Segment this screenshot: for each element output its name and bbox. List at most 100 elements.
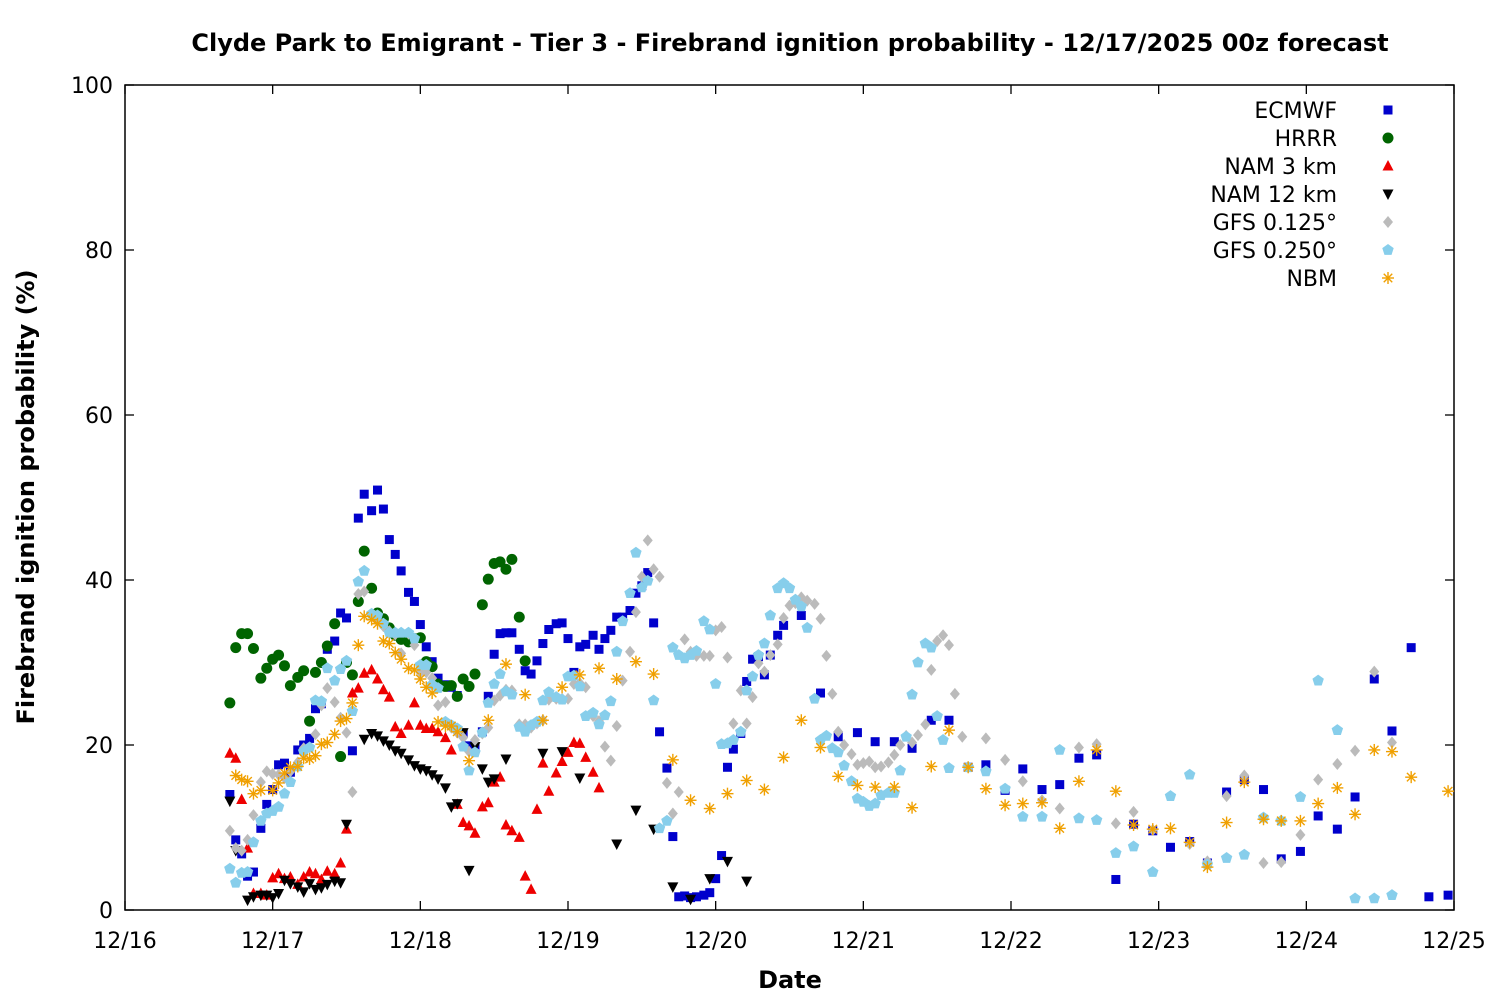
data-point-hrrr — [329, 618, 341, 630]
data-point-ecmwf — [409, 596, 419, 606]
data-point-ecmwf — [520, 666, 530, 676]
data-point-ecmwf — [575, 642, 585, 652]
data-point-gfs-0-250 — [845, 775, 858, 787]
data-point-ecmwf — [711, 874, 721, 884]
data-point-nam-12-km — [395, 748, 407, 760]
data-point-nam-12-km — [267, 893, 279, 904]
x-tick-label: 12/21 — [832, 929, 895, 954]
data-point-nam-3-km — [273, 867, 285, 879]
data-point-nam-3-km — [267, 871, 279, 883]
data-point-ecmwf — [336, 608, 346, 618]
data-point-hrrr — [335, 751, 347, 763]
data-point-gfs-0-250 — [912, 656, 924, 668]
data-point-nbm — [1405, 771, 1418, 784]
x-tick-label: 12/20 — [684, 929, 747, 954]
data-point-nbm — [1257, 813, 1270, 826]
data-point-nam-12-km — [377, 736, 389, 747]
data-point-gfs-0-125 — [957, 730, 968, 743]
data-point-nam-12-km — [304, 879, 316, 890]
data-point-nbm — [814, 741, 827, 754]
data-point-gfs-0-250 — [937, 734, 949, 745]
data-point-ecmwf — [1259, 785, 1269, 795]
data-point-nam-3-km — [377, 683, 389, 695]
data-point-hrrr — [519, 655, 531, 667]
data-point-nbm — [610, 673, 623, 685]
data-point-gfs-0-250 — [661, 814, 673, 826]
data-point-ecmwf — [600, 634, 610, 644]
data-point-ecmwf — [378, 504, 388, 514]
data-point-gfs-0-250 — [593, 718, 605, 730]
data-point-gfs-0-250 — [820, 729, 833, 741]
data-point-gfs-0-250 — [352, 575, 365, 587]
data-point-gfs-0-250 — [1017, 810, 1029, 822]
data-point-gfs-0-125 — [846, 748, 857, 761]
data-point-nam-3-km — [550, 767, 562, 778]
data-point-gfs-0-250 — [230, 876, 242, 888]
data-point-nam-12-km — [383, 740, 395, 751]
data-point-gfs-0-125 — [912, 729, 923, 742]
data-point-ecmwf — [722, 762, 732, 772]
data-point-ecmwf — [717, 851, 727, 861]
data-point-ecmwf — [396, 566, 406, 576]
data-point-gfs-0-125 — [469, 734, 480, 747]
data-point-nbm — [758, 783, 771, 796]
data-point-gfs-0-250 — [605, 695, 617, 707]
data-point-gfs-0-250 — [303, 741, 316, 753]
data-point-nbm — [1220, 816, 1233, 829]
data-point-gfs-0-250 — [543, 686, 555, 698]
data-point-nam-3-km — [352, 682, 364, 693]
data-point-nam-12-km — [445, 802, 457, 813]
legend-marker-nam-3-km — [1382, 160, 1394, 171]
data-point-hrrr — [247, 642, 259, 654]
data-point-nam-12-km — [335, 878, 347, 889]
y-axis: 0 20 40 60 80 100 — [71, 74, 1454, 924]
data-point-ecmwf — [1313, 811, 1323, 821]
data-point-ecmwf — [347, 746, 357, 756]
data-point-nam-12-km — [315, 883, 327, 894]
data-point-gfs-0-250 — [395, 626, 407, 638]
data-point-gfs-0-250 — [611, 645, 623, 657]
data-point-ecmwf — [390, 549, 400, 559]
data-point-gfs-0-250 — [408, 632, 421, 644]
data-point-gfs-0-125 — [310, 728, 321, 741]
data-point-gfs-0-250 — [340, 654, 353, 666]
data-point-nam-3-km — [445, 743, 457, 755]
data-point-nam-3-km — [408, 696, 420, 708]
legend-label-hrrr: HRRR — [1275, 127, 1337, 152]
data-point-nbm — [358, 610, 371, 623]
data-point-gfs-0-125 — [1258, 856, 1269, 869]
data-point-gfs-0-250 — [894, 764, 906, 776]
data-point-gfs-0-125 — [625, 645, 636, 658]
data-point-gfs-0-125 — [1221, 790, 1232, 803]
data-point-ecmwf — [1406, 643, 1416, 653]
y-axis-label: Firebrand ignition probability (%) — [12, 269, 40, 724]
data-point-gfs-0-250 — [463, 764, 475, 776]
data-point-ecmwf — [310, 704, 320, 714]
data-point-nbm — [1072, 775, 1085, 788]
legend-label-ecmwf: ECMWF — [1254, 99, 1337, 124]
data-point-gfs-0-125 — [772, 638, 783, 651]
data-point-ecmwf — [594, 644, 604, 654]
data-point-gfs-0-125 — [938, 629, 949, 642]
data-point-ecmwf — [532, 656, 542, 666]
data-point-gfs-0-250 — [556, 693, 568, 705]
data-point-hrrr — [358, 545, 370, 557]
data-point-nbm — [851, 779, 864, 792]
data-point-gfs-0-125 — [809, 597, 820, 610]
data-point-nam-3-km — [372, 673, 384, 684]
data-point-nbm — [426, 687, 439, 700]
data-point-ecmwf — [870, 737, 880, 747]
data-point-gfs-0-125 — [642, 534, 653, 547]
data-point-gfs-0-125 — [943, 639, 954, 652]
data-point-nam-12-km — [284, 879, 296, 890]
data-point-ecmwf — [538, 639, 548, 649]
data-point-nam-3-km — [414, 719, 426, 730]
data-point-hrrr — [346, 669, 358, 681]
data-point-gfs-0-125 — [433, 699, 444, 712]
data-point-ecmwf — [625, 606, 635, 616]
data-point-nbm — [482, 714, 495, 727]
data-point-gfs-0-250 — [801, 621, 813, 633]
data-point-nbm — [795, 714, 808, 727]
data-point-gfs-0-250 — [1183, 768, 1196, 780]
data-point-nam-12-km — [372, 731, 384, 742]
